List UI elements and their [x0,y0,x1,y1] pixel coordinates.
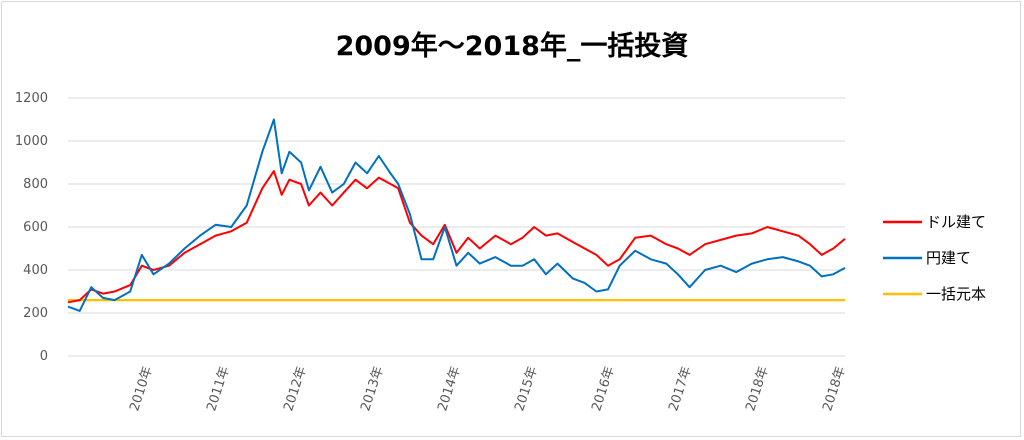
x-tick-label: 2010年 [127,365,156,413]
y-tick-label: 400 [23,263,48,278]
x-tick-label: 2012年 [281,365,310,413]
y-tick-label: 200 [23,306,48,321]
x-tick-label: 2011年 [204,365,233,413]
x-tick-label: 2016年 [589,365,618,413]
x-axis-ticks: 2010年 2011年 2012年 2013年 2014年 2015年 2016年 2017年… [127,365,849,413]
legend-label: 一括元本 [926,285,986,303]
legend-label: ドル建て [926,213,986,231]
y-tick-label: 1200 [15,91,48,106]
y-tick-label: 600 [23,220,48,235]
y-tick-label: 1000 [15,134,48,149]
series-line-0 [67,170,846,304]
x-tick-label: 2015年 [512,365,541,413]
x-tick-label: 2014年 [435,365,464,413]
series-group [67,118,846,312]
x-tick-label: 2018年 [743,365,772,413]
x-tick-label: 2018年 [820,365,849,413]
y-axis-ticks: 0 200 400 600 800 1000 1200 [15,91,48,364]
series-line-1 [67,118,846,312]
y-tick-label: 800 [23,177,48,192]
chart-title: 2009年～2018年_一括投資 [336,30,689,62]
legend-label: 円建て [926,249,971,267]
x-tick-label: 2013年 [358,365,387,413]
x-tick-label: 2017年 [666,365,695,413]
y-tick-label: 0 [40,349,48,364]
gridlines [68,97,845,357]
